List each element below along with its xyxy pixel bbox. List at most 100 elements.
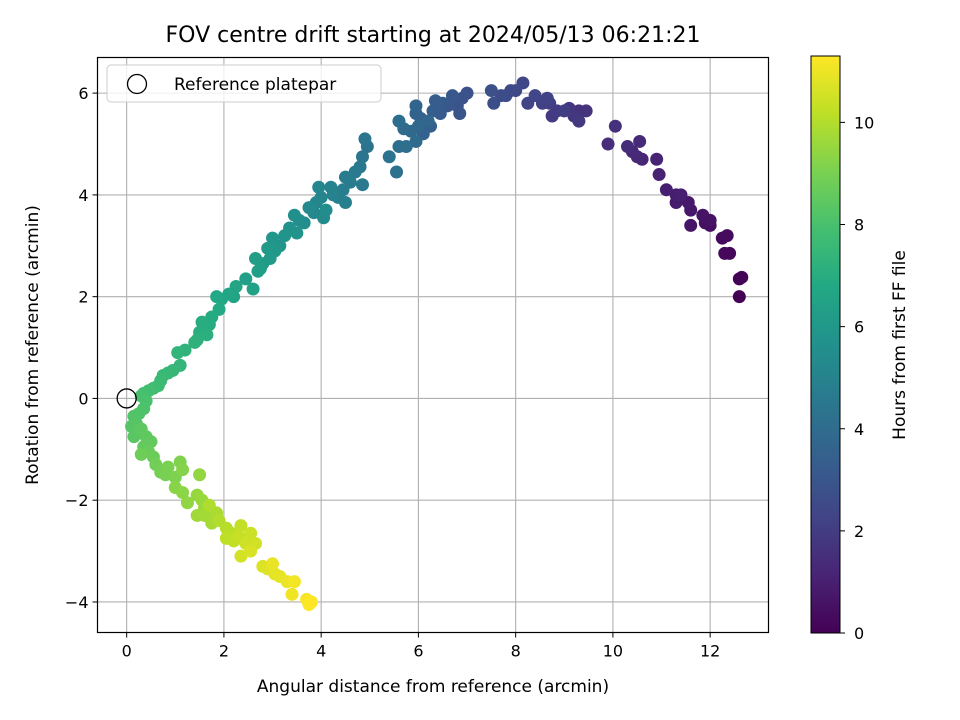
- data-point: [445, 89, 459, 103]
- data-point: [453, 106, 467, 120]
- data-point: [200, 328, 214, 342]
- data-point: [579, 104, 593, 118]
- data-point: [176, 463, 190, 477]
- data-point: [246, 282, 260, 296]
- data-point: [210, 290, 224, 304]
- data-point: [266, 231, 280, 245]
- data-point: [324, 180, 338, 194]
- colorbar-tick-label: 4: [854, 420, 864, 439]
- legend-entry-label: Reference platepar: [174, 75, 336, 95]
- data-point: [652, 168, 666, 182]
- x-tick-label: 12: [700, 642, 720, 661]
- data-point: [338, 196, 352, 210]
- x-tick-label: 4: [316, 642, 326, 661]
- legend-box: [106, 64, 382, 103]
- data-point: [319, 203, 333, 217]
- x-tick-label: 6: [413, 642, 423, 661]
- data-point: [355, 178, 369, 192]
- data-point: [421, 114, 435, 128]
- data-point: [674, 188, 688, 202]
- data-point: [125, 419, 139, 433]
- chart-title: FOV centre drift starting at 2024/05/13 …: [166, 23, 701, 48]
- y-tick-label: −4: [65, 593, 89, 612]
- plot-frame: [96, 56, 770, 634]
- data-point: [650, 152, 664, 166]
- data-point: [484, 84, 498, 98]
- x-axis-ticks: 0 2 4 6 8 10 12: [122, 632, 720, 661]
- data-points: [125, 76, 749, 612]
- data-point: [180, 496, 194, 510]
- data-point: [718, 246, 732, 260]
- data-point: [540, 91, 554, 105]
- data-point: [287, 208, 301, 222]
- data-point: [382, 150, 396, 164]
- data-point: [633, 134, 647, 148]
- data-point: [195, 315, 209, 329]
- x-tick-label: 0: [122, 642, 132, 661]
- data-point: [684, 218, 698, 232]
- data-point: [290, 226, 304, 240]
- data-point: [161, 460, 175, 474]
- data-point: [528, 89, 542, 103]
- data-point: [392, 140, 406, 154]
- x-tick-label: 2: [219, 642, 229, 661]
- data-point: [409, 99, 423, 113]
- colorbar-tick-label: 10: [854, 113, 874, 132]
- colorbar-label: Hours from first FF file: [890, 250, 910, 440]
- data-point: [601, 137, 615, 151]
- data-point: [266, 557, 280, 571]
- legend-marker: [126, 73, 148, 95]
- y-axis-ticks: −4 −2 0 2 4 6: [65, 84, 98, 612]
- data-point: [302, 201, 316, 215]
- data-point: [304, 595, 318, 609]
- legend: Reference platepar: [106, 64, 382, 103]
- data-point: [696, 208, 710, 222]
- data-point: [735, 270, 749, 284]
- colorbar-tick-label: 8: [854, 216, 864, 235]
- reference-marker: [116, 388, 137, 409]
- data-point: [572, 114, 586, 128]
- colorbar-tick-label: 0: [854, 624, 864, 643]
- colorbar-tick-label: 2: [854, 522, 864, 541]
- data-point: [278, 229, 292, 243]
- x-axis-label: Angular distance from reference (arcmin): [257, 677, 609, 697]
- y-tick-label: 2: [78, 288, 88, 307]
- data-point: [312, 180, 326, 194]
- data-point: [608, 119, 622, 133]
- data-point: [171, 346, 185, 360]
- y-tick-label: 0: [78, 389, 88, 408]
- data-point: [193, 468, 207, 482]
- data-point: [348, 165, 362, 179]
- data-point: [239, 272, 253, 286]
- data-point: [285, 587, 299, 601]
- data-point: [244, 526, 258, 540]
- data-point: [659, 183, 673, 197]
- x-tick-label: 10: [603, 642, 623, 661]
- data-point: [732, 290, 746, 304]
- data-point: [244, 544, 258, 558]
- reference-marker-group: [116, 388, 137, 409]
- y-tick-label: 6: [78, 84, 88, 103]
- y-tick-label: −2: [65, 491, 89, 510]
- data-point: [426, 104, 440, 118]
- colorbar: [810, 55, 841, 634]
- data-point: [355, 150, 369, 164]
- data-point: [720, 229, 734, 243]
- data-point: [176, 486, 190, 500]
- colorbar-tick-label: 6: [854, 318, 864, 337]
- data-point: [251, 264, 265, 278]
- data-point: [234, 519, 248, 533]
- data-point: [188, 335, 202, 349]
- data-point: [392, 114, 406, 128]
- data-point: [390, 165, 404, 179]
- y-tick-label: 4: [78, 186, 88, 205]
- colorbar-ticks: 0 2 4 6 8 10: [840, 113, 874, 643]
- data-point: [134, 447, 148, 461]
- data-point: [358, 132, 372, 146]
- data-point: [409, 134, 423, 148]
- data-point: [202, 498, 216, 512]
- data-point: [428, 94, 442, 108]
- x-tick-label: 8: [511, 642, 521, 661]
- data-point: [249, 251, 263, 265]
